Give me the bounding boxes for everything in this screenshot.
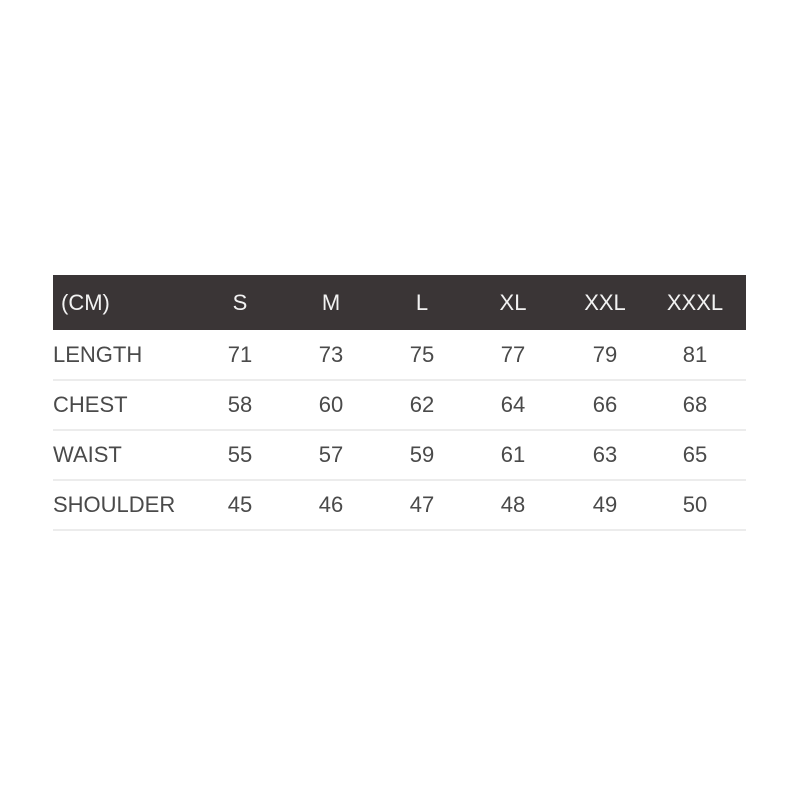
table-row: WAIST 55 57 59 61 63 65 [53,431,746,481]
col-header-s: S [232,289,248,315]
table-header: (CM) S M L XL XXL XXXL [53,275,746,330]
col-header-m: M [321,289,341,315]
table-cell: 46 [318,492,344,517]
col-header-xl: XL [499,289,527,315]
col-header-xxxl: XXXL [666,289,724,315]
size-chart-table: (CM) S M L XL XXL XXXL LENGTH 71 73 75 77 79 8… [53,275,746,531]
table-cell: 48 [500,492,526,517]
table-cell: 68 [682,392,708,417]
col-header-xxl: XXL [584,289,626,315]
table-cell: 81 [682,341,708,367]
table-cell: 79 [592,341,618,367]
table-cell: 57 [318,442,344,467]
table-cell: 58 [227,392,253,417]
unit-header: (CM) [61,289,110,315]
table-cell: 62 [409,392,435,417]
row-label: LENGTH [53,341,143,367]
row-label: SHOULDER [53,492,176,517]
table-cell: 47 [409,492,435,517]
table-cell: 64 [500,392,526,417]
table-cell: 73 [318,341,344,367]
table-cell: 45 [227,492,253,517]
table-cell: 66 [592,392,618,417]
table-row: CHEST 58 60 62 64 66 68 [53,381,746,431]
table-cell: 77 [500,341,526,367]
table-cell: 60 [318,392,344,417]
table-cell: 61 [500,442,526,467]
table-cell: 50 [682,492,708,517]
table-cell: 65 [682,442,708,467]
table-cell: 49 [592,492,618,517]
table-cell: 75 [409,341,435,367]
table-row: LENGTH 71 73 75 77 79 81 [53,330,746,381]
table-cell: 71 [227,341,253,367]
table-cell: 63 [592,442,618,467]
table-cell: 55 [227,442,253,467]
row-label: WAIST [53,442,122,467]
table-cell: 59 [409,442,435,467]
row-label: CHEST [53,392,128,417]
table-row: SHOULDER 45 46 47 48 49 50 [53,481,746,531]
col-header-l: L [415,289,429,315]
